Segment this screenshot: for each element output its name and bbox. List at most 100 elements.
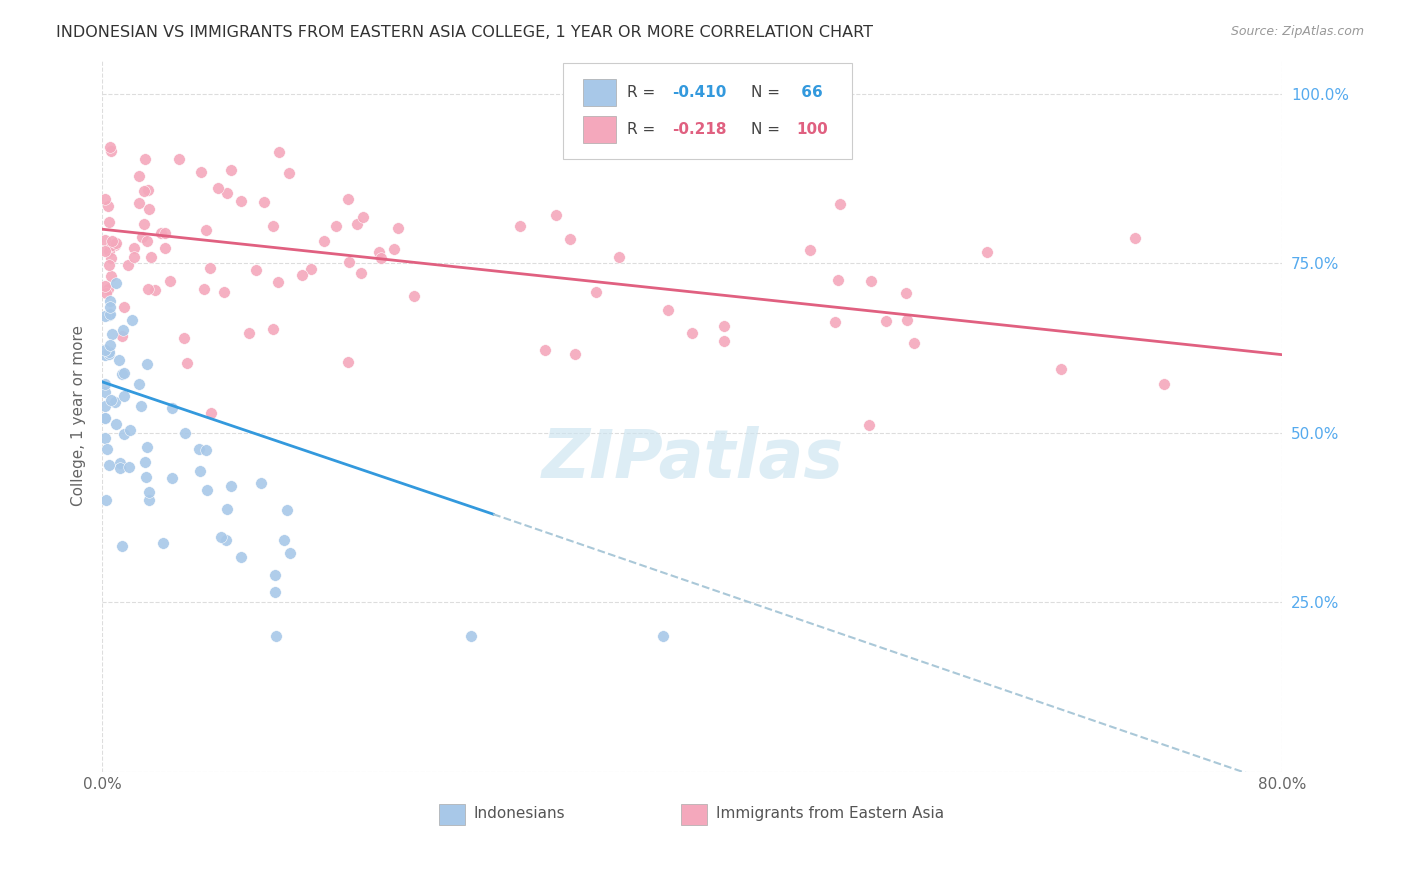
- Point: [139, 250, 162, 264]
- Point: [387, 221, 409, 235]
- Point: [136, 183, 159, 197]
- Point: [117, 258, 139, 272]
- Point: [100, 145, 122, 159]
- Point: [138, 484, 160, 499]
- Text: ZIPatlas: ZIPatlas: [541, 425, 844, 491]
- Point: [135, 440, 157, 454]
- Point: [167, 152, 190, 166]
- Point: [212, 285, 235, 299]
- Point: [94, 384, 117, 399]
- Point: [207, 181, 229, 195]
- Bar: [582, 78, 616, 106]
- Text: R =: R =: [627, 85, 661, 100]
- Point: [121, 313, 143, 327]
- Point: [325, 219, 347, 234]
- Point: [97, 199, 120, 213]
- Point: [118, 460, 141, 475]
- Point: [263, 585, 285, 599]
- Point: [101, 238, 124, 252]
- Point: [155, 241, 177, 255]
- Point: [533, 343, 555, 358]
- Point: [651, 629, 673, 643]
- Point: [460, 629, 482, 643]
- Point: [337, 255, 360, 269]
- Point: [94, 343, 117, 357]
- Point: [173, 331, 195, 345]
- Point: [94, 411, 117, 425]
- Point: [98, 140, 121, 154]
- Point: [132, 184, 155, 198]
- Text: -0.410: -0.410: [672, 85, 727, 100]
- Point: [96, 442, 118, 456]
- Point: [558, 232, 581, 246]
- Point: [131, 230, 153, 244]
- Point: [108, 456, 131, 470]
- Point: [124, 250, 146, 264]
- Point: [249, 476, 271, 491]
- Point: [100, 251, 122, 265]
- Point: [238, 326, 260, 341]
- Point: [404, 289, 426, 303]
- Point: [98, 300, 121, 314]
- Point: [896, 285, 918, 300]
- Point: [136, 357, 159, 371]
- Point: [112, 366, 135, 380]
- Point: [312, 234, 335, 248]
- Text: R =: R =: [627, 122, 661, 136]
- Point: [198, 261, 221, 276]
- Point: [346, 217, 368, 231]
- Point: [105, 236, 128, 251]
- Point: [657, 302, 679, 317]
- Point: [544, 208, 567, 222]
- Point: [1050, 362, 1073, 376]
- Point: [94, 348, 117, 362]
- Point: [713, 318, 735, 333]
- Point: [94, 244, 117, 259]
- Point: [262, 322, 284, 336]
- Point: [111, 329, 134, 343]
- Point: [94, 279, 117, 293]
- Point: [128, 169, 150, 183]
- Point: [337, 355, 360, 369]
- Point: [138, 492, 160, 507]
- Point: [96, 492, 118, 507]
- Point: [98, 294, 121, 309]
- Point: [585, 285, 607, 300]
- Point: [200, 406, 222, 420]
- Point: [97, 258, 120, 272]
- Point: [827, 273, 849, 287]
- Text: Source: ZipAtlas.com: Source: ZipAtlas.com: [1230, 25, 1364, 38]
- Point: [108, 352, 131, 367]
- Point: [194, 443, 217, 458]
- Point: [188, 464, 211, 478]
- Point: [152, 536, 174, 550]
- Point: [124, 241, 146, 255]
- Point: [136, 282, 159, 296]
- Point: [824, 315, 846, 329]
- Point: [858, 417, 880, 432]
- Point: [350, 266, 373, 280]
- Point: [149, 227, 172, 241]
- Point: [860, 274, 883, 288]
- Text: Immigrants from Eastern Asia: Immigrants from Eastern Asia: [716, 805, 943, 821]
- Point: [112, 427, 135, 442]
- Text: 66: 66: [796, 85, 823, 100]
- Point: [134, 217, 156, 231]
- Point: [135, 469, 157, 483]
- Point: [111, 540, 134, 554]
- Point: [291, 268, 314, 282]
- Point: [94, 399, 117, 413]
- Point: [221, 162, 243, 177]
- Point: [368, 245, 391, 260]
- Point: [976, 245, 998, 260]
- Point: [263, 568, 285, 582]
- Point: [266, 629, 288, 643]
- Point: [94, 376, 117, 391]
- Point: [229, 194, 252, 208]
- Point: [273, 533, 295, 548]
- Text: INDONESIAN VS IMMIGRANTS FROM EASTERN ASIA COLLEGE, 1 YEAR OR MORE CORRELATION C: INDONESIAN VS IMMIGRANTS FROM EASTERN AS…: [56, 25, 873, 40]
- Point: [267, 276, 290, 290]
- Point: [111, 323, 134, 337]
- Point: [681, 326, 703, 341]
- Point: [97, 214, 120, 228]
